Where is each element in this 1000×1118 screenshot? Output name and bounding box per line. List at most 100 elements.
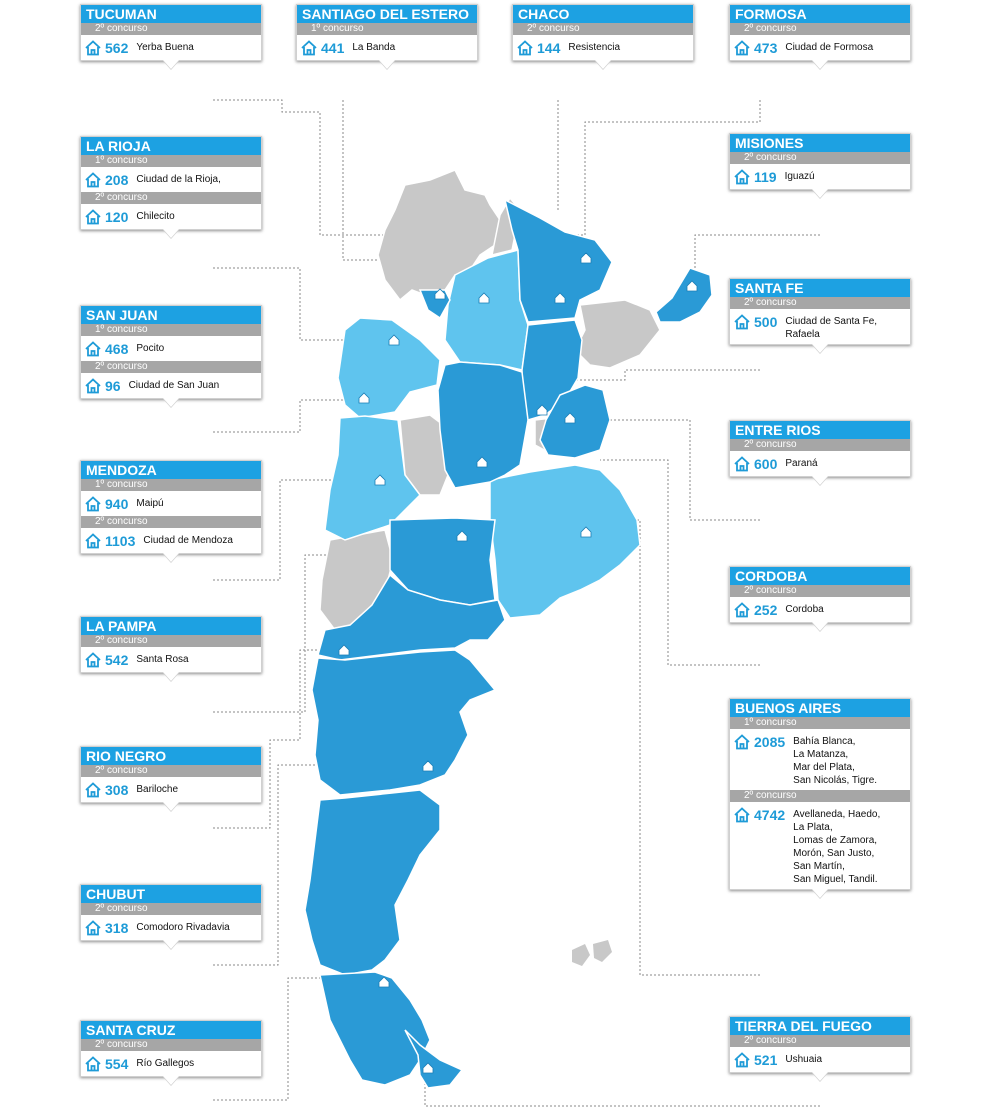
province-card-tucuman: TUCUMAN 2º concurso 562 Yerba Buena <box>80 4 262 69</box>
card-pointer <box>379 60 395 69</box>
housing-entry: 4742 Avellaneda, Haedo, La Plata, Lomas … <box>730 802 910 889</box>
house-icon <box>85 533 101 549</box>
housing-entry: 1103 Ciudad de Mendoza <box>81 528 261 553</box>
city-names: Bariloche <box>136 784 179 795</box>
phase-label: 2º concurso <box>81 23 261 35</box>
card-pointer <box>163 1076 179 1085</box>
housing-entry: 600 Paraná <box>730 451 910 476</box>
phase-label: 2º concurso <box>81 361 261 373</box>
housing-entry: 468 Pocito <box>81 336 261 361</box>
card-pointer <box>812 60 828 69</box>
province-name: BUENOS AIRES <box>730 699 910 717</box>
phase-label: 2º concurso <box>730 23 910 35</box>
card-pointer <box>163 802 179 811</box>
card-pointer <box>812 622 828 631</box>
province-name: SANTA FE <box>730 279 910 297</box>
province-name: TIERRA DEL FUEGO <box>730 1017 910 1035</box>
house-icon <box>85 341 101 357</box>
housing-count: 600 <box>754 456 778 472</box>
province-name: LA RIOJA <box>81 137 261 155</box>
housing-count: 96 <box>105 378 121 394</box>
city-names: Río Gallegos <box>136 1058 195 1069</box>
card-pointer <box>812 189 828 198</box>
housing-count: 554 <box>105 1056 129 1072</box>
card-pointer <box>812 889 828 898</box>
province-name: CHACO <box>513 5 693 23</box>
housing-entry: 500 Ciudad de Santa Fe, Rafaela <box>730 309 910 344</box>
city-names: Ushuaia <box>785 1054 823 1065</box>
province-name: CHUBUT <box>81 885 261 903</box>
city-names: Cordoba <box>785 604 824 615</box>
house-icon <box>734 1052 750 1068</box>
housing-entry: 144 Resistencia <box>513 35 693 60</box>
house-icon <box>734 807 750 823</box>
housing-entry: 562 Yerba Buena <box>81 35 261 60</box>
housing-count: 318 <box>105 920 129 936</box>
house-icon <box>517 40 533 56</box>
housing-entry: 441 La Banda <box>297 35 477 60</box>
housing-count: 473 <box>754 40 778 56</box>
phase-label: 2º concurso <box>81 516 261 528</box>
housing-entry: 554 Río Gallegos <box>81 1051 261 1076</box>
house-icon <box>734 40 750 56</box>
housing-entry: 96 Ciudad de San Juan <box>81 373 261 398</box>
phase-label: 2º concurso <box>730 439 910 451</box>
province-card-cordoba: CORDOBA 2º concurso 252 Cordoba <box>729 566 911 631</box>
city-names: Ciudad de San Juan <box>128 380 220 391</box>
housing-entry: 521 Ushuaia <box>730 1047 910 1072</box>
city-names: Paraná <box>785 458 818 469</box>
province-card-santa-cruz: SANTA CRUZ 2º concurso 554 Río Gallegos <box>80 1020 262 1085</box>
province-card-san-juan: SAN JUAN 1º concurso 468 Pocito 2º concu… <box>80 305 262 407</box>
city-names: Santa Rosa <box>136 654 189 665</box>
province-card-chaco: CHACO 2º concurso 144 Resistencia <box>512 4 694 69</box>
province-name: CORDOBA <box>730 567 910 585</box>
housing-count: 308 <box>105 782 129 798</box>
province-card-chubut: CHUBUT 2º concurso 318 Comodoro Rivadavi… <box>80 884 262 949</box>
card-pointer <box>163 229 179 238</box>
house-marker-icon <box>338 252 698 1074</box>
housing-entry: 542 Santa Rosa <box>81 647 261 672</box>
housing-entry: 119 Iguazú <box>730 164 910 189</box>
province-name: LA PAMPA <box>81 617 261 635</box>
province-name: TUCUMAN <box>81 5 261 23</box>
city-names: Resistencia <box>568 42 621 53</box>
city-names: Ciudad de Santa Fe, Rafaela <box>785 316 878 340</box>
phase-label: 2º concurso <box>730 585 910 597</box>
housing-entry: 252 Cordoba <box>730 597 910 622</box>
malvinas-islands <box>572 940 612 966</box>
house-icon <box>734 314 750 330</box>
city-names: Iguazú <box>784 171 815 182</box>
house-icon <box>301 40 317 56</box>
province-card-misiones: MISIONES 2º concurso 119 Iguazú <box>729 133 911 198</box>
province-name: SANTA CRUZ <box>81 1021 261 1039</box>
housing-count: 542 <box>105 652 129 668</box>
city-names: Ciudad de la Rioja, <box>136 174 221 185</box>
housing-count: 441 <box>321 40 345 56</box>
housing-entry: 318 Comodoro Rivadavia <box>81 915 261 940</box>
phase-label: 1º concurso <box>81 324 261 336</box>
house-icon <box>85 40 101 56</box>
housing-count: 521 <box>754 1052 778 1068</box>
housing-entry: 2085 Bahía Blanca, La Matanza, Mar del P… <box>730 729 910 790</box>
housing-entry: 308 Bariloche <box>81 777 261 802</box>
phase-label: 1º concurso <box>81 155 261 167</box>
province-card-santa-fe: SANTA FE 2º concurso 500 Ciudad de Santa… <box>729 278 911 353</box>
housing-count: 562 <box>105 40 129 56</box>
house-icon <box>85 172 101 188</box>
phase-label: 2º concurso <box>730 152 910 164</box>
province-name: FORMOSA <box>730 5 910 23</box>
housing-count: 2085 <box>754 734 786 750</box>
housing-entry: 120 Chilecito <box>81 204 261 229</box>
card-pointer <box>163 672 179 681</box>
house-icon <box>85 920 101 936</box>
phase-label: 1º concurso <box>730 717 910 729</box>
card-pointer <box>812 476 828 485</box>
housing-count: 120 <box>105 209 129 225</box>
province-name: MISIONES <box>730 134 910 152</box>
province-card-la-rioja: LA RIOJA 1º concurso 208 Ciudad de la Ri… <box>80 136 262 238</box>
province-name: MENDOZA <box>81 461 261 479</box>
city-names: Bahía Blanca, La Matanza, Mar del Plata,… <box>793 736 878 786</box>
phase-label: 2º concurso <box>81 635 261 647</box>
house-icon <box>85 1056 101 1072</box>
